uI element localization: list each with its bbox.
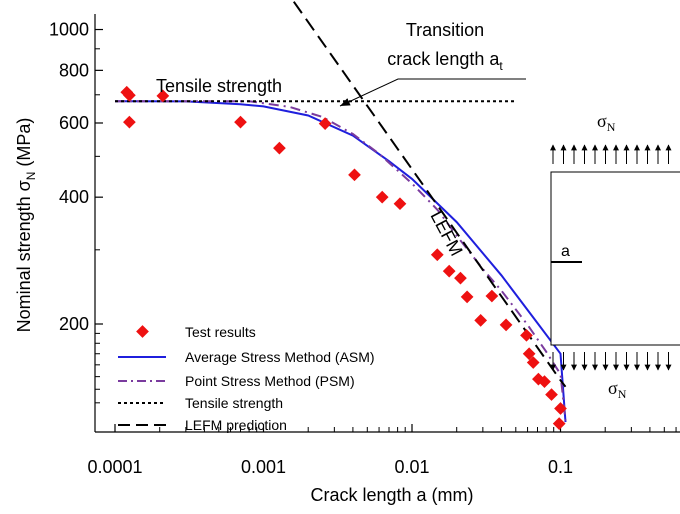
y-tick-label-800: 800 <box>59 60 89 80</box>
x-tick-label-0-0001: 0.0001 <box>87 457 142 477</box>
y-tick-label-400: 400 <box>59 187 89 207</box>
series-lines <box>114 1 567 423</box>
test-result-point-13 <box>454 271 467 285</box>
test-result-point-4 <box>123 115 136 129</box>
test-result-point-9 <box>375 190 389 204</box>
y-tick-label-600: 600 <box>59 113 89 133</box>
test-result-point-2 <box>123 88 136 102</box>
transition-annotation-line2: crack length at <box>387 49 503 73</box>
transition-annotation-line1: Transition <box>406 20 484 40</box>
test-result-point-14 <box>460 290 474 304</box>
tensile-strength-annotation: Tensile strength <box>156 76 282 96</box>
y-axis-label: Nominal strength σN (MPa) <box>14 118 38 333</box>
test-result-point-12 <box>442 264 456 278</box>
specimen-inset: a σN σN <box>550 111 680 401</box>
test-result-point-5 <box>234 115 247 129</box>
legend-label-psm: Point Stress Method (PSM) <box>185 373 355 389</box>
test-result-point-15 <box>474 314 488 327</box>
x-tick-label-0-001: 0.001 <box>241 457 286 477</box>
legend-label-lefm: LEFM prediction <box>185 417 287 433</box>
bottom-load-arrows <box>550 352 672 371</box>
legend-label-asm: Average Stress Method (ASM) <box>185 349 375 365</box>
y-tick-label-1000: 1000 <box>49 20 89 40</box>
test-result-point-3 <box>156 89 170 103</box>
series-line-lefm-prediction <box>292 1 567 388</box>
lefm-annotation: LEFM <box>426 207 466 259</box>
series-line-average-stress-method-asm <box>114 100 567 423</box>
specimen-plate <box>550 171 680 346</box>
legend-label-test-results: Test results <box>185 324 256 340</box>
minor-ticks <box>95 48 677 432</box>
x-tick-label-0-1: 0.1 <box>548 457 573 477</box>
legend: Test results Average Stress Method (ASM)… <box>118 324 375 433</box>
legend-label-tensile: Tensile strength <box>185 395 283 411</box>
y-tick-label-200: 200 <box>59 314 89 334</box>
series-line-point-stress-method-psm <box>115 100 567 421</box>
test-result-point-11 <box>430 248 444 262</box>
x-tick-label-0-01: 0.01 <box>394 457 429 477</box>
test-result-point-23 <box>545 388 558 401</box>
test-result-point-16 <box>485 289 499 303</box>
y-axis-ticks: 200 400 600 800 1000 <box>49 20 103 334</box>
sigma-bottom-label: σN <box>608 378 627 401</box>
sigma-top-label: σN <box>597 111 616 134</box>
x-axis-label: Crack length a (mm) <box>310 485 473 505</box>
test-result-point-8 <box>348 168 361 182</box>
test-result-point-7 <box>318 117 332 130</box>
top-load-arrows <box>550 144 672 164</box>
transition-leader-line <box>339 78 526 107</box>
test-result-point-17 <box>499 318 513 332</box>
test-result-point-25 <box>552 417 566 431</box>
test-result-point-6 <box>273 141 286 155</box>
legend-marker-test-results <box>136 325 149 338</box>
test-result-point-10 <box>393 197 407 211</box>
test-result-point-24 <box>554 402 567 415</box>
crack-length-label: a <box>561 243 570 260</box>
